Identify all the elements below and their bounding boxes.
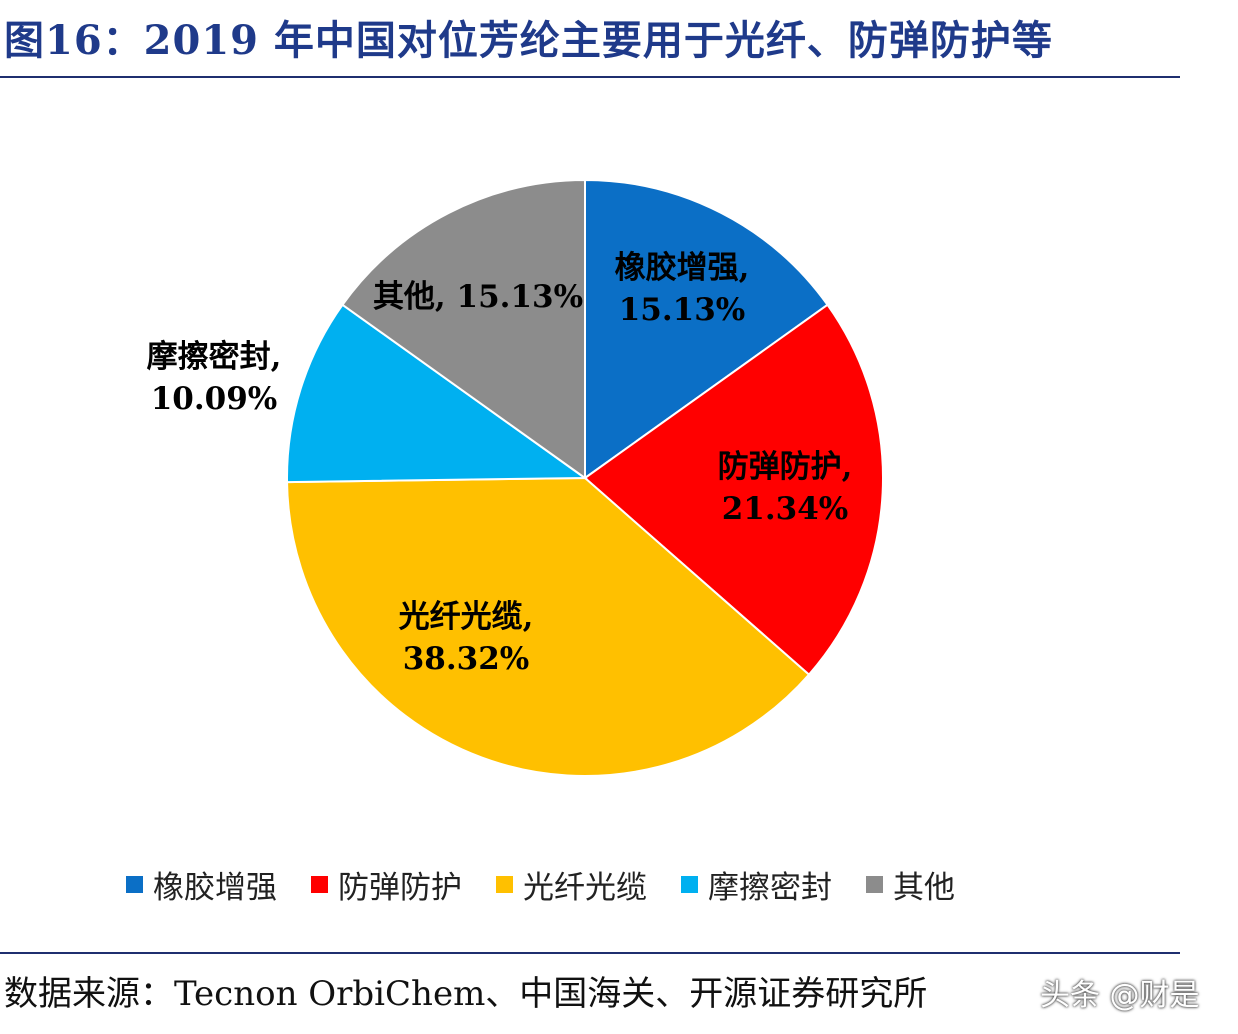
slice-label-0: 橡胶增强, 15.13% <box>615 250 750 328</box>
legend-swatch <box>126 876 143 893</box>
pie-slice-3 <box>286 303 589 484</box>
legend-item-other: 其他 <box>866 862 955 907</box>
legend-swatch <box>866 876 883 893</box>
legend: 橡胶增强 防弹防护 光纤光缆 摩擦密封 其他 <box>126 862 955 907</box>
chart-title: 图16：2019 年中国对位芳纶主要用于光纤、防弹防护等 <box>4 17 1053 64</box>
legend-label: 其他 <box>893 870 955 906</box>
legend-item-rubber: 橡胶增强 <box>126 862 277 907</box>
slice-label-2: 光纤光缆, 38.32% <box>399 599 534 677</box>
pie-slice-0 <box>584 178 829 480</box>
legend-item-optical: 光纤光缆 <box>496 862 647 907</box>
pie-slice-2 <box>286 476 811 777</box>
footer-divider <box>0 952 1180 954</box>
legend-swatch <box>681 876 698 893</box>
pie-slice-4 <box>341 178 586 480</box>
legend-label: 防弹防护 <box>338 870 462 906</box>
legend-label: 光纤光缆 <box>523 870 647 906</box>
legend-swatch <box>311 876 328 893</box>
pie-chart: 橡胶增强, 15.13% 防弹防护, 21.34% 光纤光缆, 38.32% 摩擦密封, 10… <box>147 178 884 777</box>
watermark: 头条 @财是 <box>1040 978 1200 1013</box>
legend-swatch <box>496 876 513 893</box>
source-note: 数据来源：Tecnon OrbiChem、中国海关、开源证券研究所 <box>4 974 928 1014</box>
legend-item-ballistic: 防弹防护 <box>311 862 462 907</box>
legend-item-friction: 摩擦密封 <box>681 862 832 907</box>
slice-label-4: 其他, 15.13% <box>373 279 583 315</box>
slice-label-1: 防弹防护, 21.34% <box>718 449 853 527</box>
legend-label: 橡胶增强 <box>153 870 277 906</box>
slice-label-3: 摩擦密封, 10.09% <box>147 339 282 417</box>
pie-slice-1 <box>583 303 884 677</box>
legend-label: 摩擦密封 <box>708 870 832 906</box>
title-divider <box>0 76 1180 78</box>
